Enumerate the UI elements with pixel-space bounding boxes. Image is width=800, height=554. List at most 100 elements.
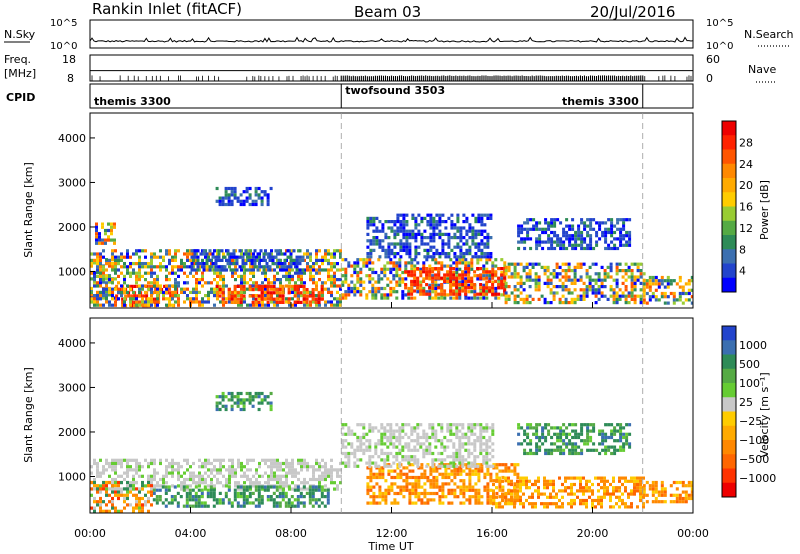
velocity-cell-1692: [407, 458, 411, 462]
power-cell-314: [135, 262, 138, 266]
power-cell-2618: [550, 237, 554, 241]
velocity-cell-1146: [474, 491, 478, 496]
power-cell-2612: [547, 240, 551, 244]
power-cell-1806: [449, 289, 453, 293]
power-cell-2801: [654, 298, 658, 302]
power-cell-2245: [507, 269, 511, 273]
power-cell-2610: [547, 234, 551, 238]
power-cell-1528: [428, 267, 432, 271]
power-cell-336: [138, 303, 141, 307]
power-cell-1305: [283, 265, 287, 269]
power-cell-2267: [516, 281, 520, 285]
velocity-cell-1632: [386, 439, 390, 443]
velocity-cell-1840: [467, 426, 471, 430]
power-cell-197: [96, 303, 99, 307]
velocity-cell-195: [204, 465, 207, 469]
power-cell-2651: [568, 224, 572, 228]
velocity-cell-1818: [458, 445, 462, 449]
power-cell-2724: [604, 237, 608, 241]
velocity-cell-788: [138, 509, 141, 513]
power-cell-2632: [556, 240, 560, 244]
velocity-cell-581: [245, 501, 249, 505]
power-cell-569: [213, 249, 216, 253]
power-cell-173: [90, 300, 93, 304]
velocity-cell-883: [369, 485, 373, 489]
velocity-cell-397: [303, 487, 306, 491]
power-cell-2413: [582, 291, 586, 295]
power-cell-1455: [395, 261, 399, 265]
velocity-cell-1773: [440, 464, 444, 468]
velocity-cell-777: [135, 493, 138, 497]
velocity-cell-48: [117, 461, 120, 466]
velocity-cell-102: [150, 461, 153, 466]
power-cell-2147: [459, 236, 463, 240]
power-cell-1413: [374, 293, 378, 297]
velocity-cell-799: [147, 480, 150, 485]
power-cell-2318: [540, 265, 544, 269]
velocity-cell-1619: [380, 458, 384, 462]
velocity-cell-67: [129, 458, 132, 462]
velocity-cell-954: [399, 491, 403, 496]
velocity-cell-1115: [462, 495, 466, 499]
velocity-cell-1711: [416, 432, 420, 436]
velocity-cell-1709: [416, 423, 420, 427]
power-cell-180: [93, 294, 96, 298]
power-cell-1634: [464, 296, 468, 300]
velocity-cell-303: [261, 487, 264, 491]
velocity-cell-1693: [407, 461, 411, 465]
power-cell-390: [156, 274, 159, 278]
velocity-cell-681: [320, 491, 324, 495]
velocity-cell-1817: [458, 442, 462, 446]
power-cell-1311: [289, 258, 293, 262]
velocity-cell-237: [228, 458, 231, 462]
power-cell-2108: [444, 220, 448, 224]
velocity-cell-716: [102, 484, 105, 488]
power-cell-1485: [407, 261, 411, 265]
power-cell-1921: [372, 236, 376, 240]
power-cell-2020: [411, 213, 415, 217]
power-cell-2384: [570, 278, 574, 282]
velocity-cell-81: [135, 465, 138, 469]
power-cell-2292: [528, 262, 532, 266]
velocity-cell-123: [162, 477, 165, 482]
power-cell-960: [330, 274, 333, 278]
power-cell-576: [213, 294, 216, 298]
power-cell-2040: [417, 245, 421, 249]
power-cell-311: [132, 297, 135, 301]
velocity-cell-453: [336, 468, 339, 472]
power-cell-770: [273, 274, 276, 278]
power-cell-1266: [250, 268, 254, 272]
power-cell-860: [300, 278, 303, 282]
velocity-cell-1095: [456, 469, 460, 473]
velocity-cell-420: [318, 468, 321, 472]
power-cell-572: [213, 271, 216, 275]
velocity-cell-1698: [410, 448, 414, 452]
power-cell-1197: [199, 252, 203, 256]
power-cell-1002: [218, 196, 222, 200]
power-cell-2299: [528, 301, 532, 305]
power-cell-1691: [488, 274, 492, 278]
velocity-cell-504: [188, 498, 192, 502]
power-cell-2762: [622, 237, 626, 241]
power-cell-586: [216, 287, 219, 291]
cpid-panel: CPID themis 3300 twofsound 3503 themis 3…: [6, 83, 694, 109]
velocity-cell-1449: [606, 486, 609, 490]
velocity-cell-196: [204, 471, 207, 475]
power-cell-1236: [229, 252, 233, 256]
power-cell-614: [225, 284, 228, 288]
velocity-cell-1349: [549, 492, 552, 496]
power-cell-261: [117, 255, 120, 259]
power-cell-2851: [690, 279, 693, 283]
power-cell-2444: [597, 278, 601, 282]
power-cell-401: [159, 255, 162, 259]
velocity-cell-1730: [425, 432, 429, 436]
power-cell-784: [276, 294, 279, 298]
power-cell-2534: [636, 262, 640, 266]
power-cell-854: [297, 294, 300, 298]
velocity-cell-1236: [513, 482, 517, 486]
velocity-cell-1415: [588, 479, 591, 483]
power-cell-1166: [305, 300, 309, 304]
power-cell-2361: [561, 281, 565, 285]
power-cell-2570: [523, 240, 527, 244]
